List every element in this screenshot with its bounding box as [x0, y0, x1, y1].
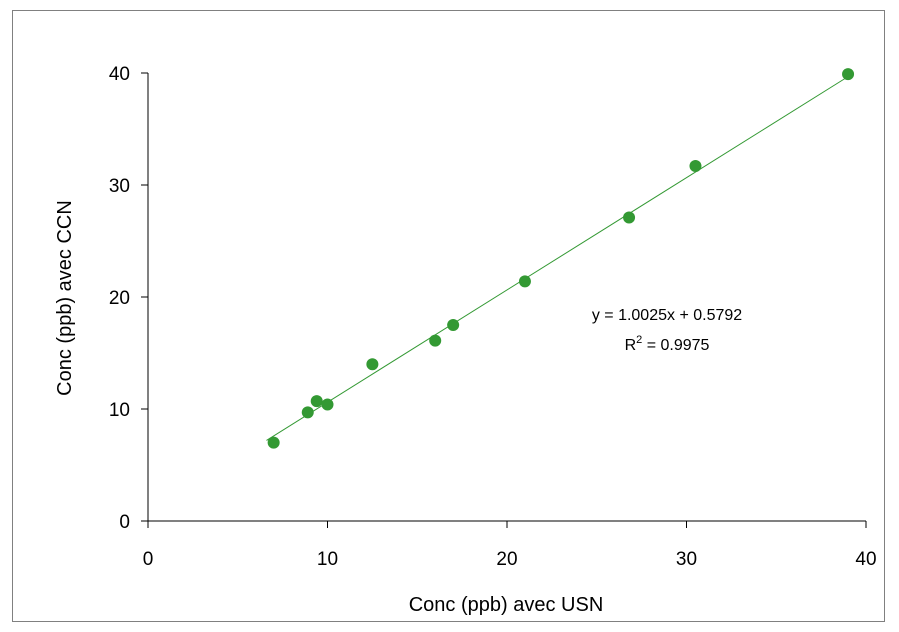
trendline [266, 76, 849, 441]
r-squared-value: = 0.9975 [642, 337, 709, 354]
data-point [267, 436, 280, 449]
data-point [321, 398, 334, 411]
x-tick-label: 30 [676, 549, 697, 570]
y-tick-label: 0 [119, 512, 130, 533]
data-point [366, 358, 379, 371]
y-tick-label: 10 [109, 400, 130, 421]
y-axis-title: Conc (ppb) avec CCN [54, 200, 76, 396]
y-tick-label: 40 [109, 64, 130, 85]
data-point [518, 275, 531, 288]
data-point [310, 395, 323, 408]
x-tick-label: 40 [855, 549, 876, 570]
data-point [447, 319, 460, 331]
data-point [623, 211, 636, 224]
y-tick-label: 20 [109, 288, 130, 309]
data-point [301, 406, 314, 419]
x-tick-label: 20 [496, 549, 517, 570]
data-points [267, 68, 855, 449]
x-axis-title: Conc (ppb) avec USN [409, 594, 604, 616]
chart-frame [12, 10, 885, 622]
data-point [429, 334, 442, 347]
x-tick-label: 10 [317, 549, 338, 570]
data-point [842, 68, 855, 81]
r-squared-label: R2 = 0.9975 [625, 334, 710, 354]
r-squared-prefix: R [625, 337, 637, 354]
trendline-equation: y = 1.0025x + 0.5792 [592, 307, 742, 324]
r-squared-superscript: 2 [636, 334, 642, 346]
axes: 0 10 20 30 40 0 10 20 30 40 [109, 64, 877, 570]
data-point [689, 159, 702, 172]
x-tick-label: 0 [143, 549, 154, 570]
y-tick-label: 30 [109, 176, 130, 197]
trendline-group [266, 76, 849, 441]
